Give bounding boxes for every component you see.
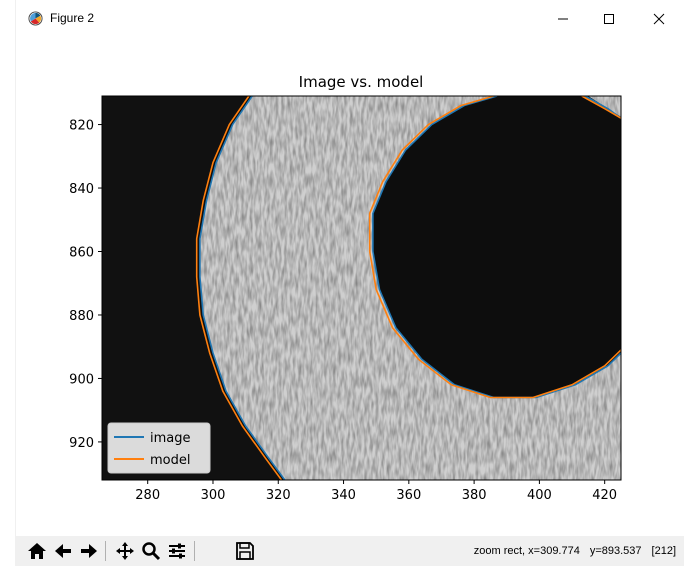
x-tick-label: 400 <box>527 488 552 503</box>
status-mode: zoom rect, x=309.774 <box>473 545 580 557</box>
y-tick-label: 920 <box>69 436 94 451</box>
series-image-contour-0 <box>199 96 286 480</box>
x-tick-label: 340 <box>331 488 356 503</box>
figure-title: Image vs. model <box>299 73 424 91</box>
y-tick-label: 880 <box>69 309 94 324</box>
configure-icon <box>169 543 185 559</box>
window-title: Figure 2 <box>50 11 95 25</box>
series-model-contour-0 <box>195 96 283 480</box>
series-model-contour-3 <box>581 96 621 119</box>
close-icon <box>653 13 665 25</box>
navigation-toolbar: zoom rect, x=309.774 y=893.537 [212] <box>16 536 684 566</box>
maximize-button[interactable] <box>586 0 632 38</box>
forward-button[interactable] <box>78 540 100 562</box>
legend: image model <box>107 422 211 474</box>
left-window-edge <box>0 0 16 566</box>
minimize-icon <box>558 18 568 20</box>
legend-label-model: model <box>150 453 190 468</box>
series-image-contour-1 <box>372 96 498 252</box>
save-icon <box>236 542 254 560</box>
configure-button[interactable] <box>166 540 188 562</box>
y-tick-label: 860 <box>69 246 94 261</box>
maximize-icon <box>604 14 614 24</box>
close-button[interactable] <box>636 0 682 38</box>
figure-app-icon <box>28 11 43 26</box>
status-value: [212] <box>651 545 676 557</box>
save-button[interactable] <box>234 540 256 562</box>
x-tick-label: 360 <box>396 488 421 503</box>
legend-label-image: image <box>150 431 191 446</box>
x-tick-label: 420 <box>592 488 617 503</box>
y-tick-label: 820 <box>69 119 94 134</box>
home-icon <box>28 543 46 559</box>
series-model-contour-2 <box>368 251 621 399</box>
x-tick-label: 280 <box>135 488 160 503</box>
status-readout: zoom rect, x=309.774 y=893.537 [212] <box>464 545 676 557</box>
figure-canvas[interactable]: Image vs. model 280 300 320 340 360 380 400 420… <box>16 38 684 536</box>
y-tick-label: 900 <box>69 372 94 387</box>
series-model-contour-1 <box>368 96 494 252</box>
axes-frame <box>101 95 622 481</box>
x-tick-label: 320 <box>266 488 291 503</box>
series-image-contour-2 <box>372 251 621 399</box>
zoom-icon <box>142 542 161 561</box>
hole-region <box>372 96 621 398</box>
status-y: y=893.537 <box>589 545 642 557</box>
back-icon <box>55 544 71 558</box>
zoom-button[interactable] <box>140 540 162 562</box>
figure-svg[interactable]: Image vs. model 280 300 320 340 360 380 400 420… <box>16 38 684 536</box>
title-bar[interactable]: Figure 2 <box>16 0 684 38</box>
y-tick-label: 840 <box>69 182 94 197</box>
back-button[interactable] <box>52 540 74 562</box>
home-button[interactable] <box>26 540 48 562</box>
plot-area[interactable] <box>102 94 623 480</box>
x-tick-label: 300 <box>201 488 226 503</box>
x-tick-label: 380 <box>462 488 487 503</box>
pan-icon <box>116 542 134 560</box>
minimize-button[interactable] <box>540 0 586 38</box>
pan-button[interactable] <box>114 540 136 562</box>
forward-icon <box>81 544 97 558</box>
